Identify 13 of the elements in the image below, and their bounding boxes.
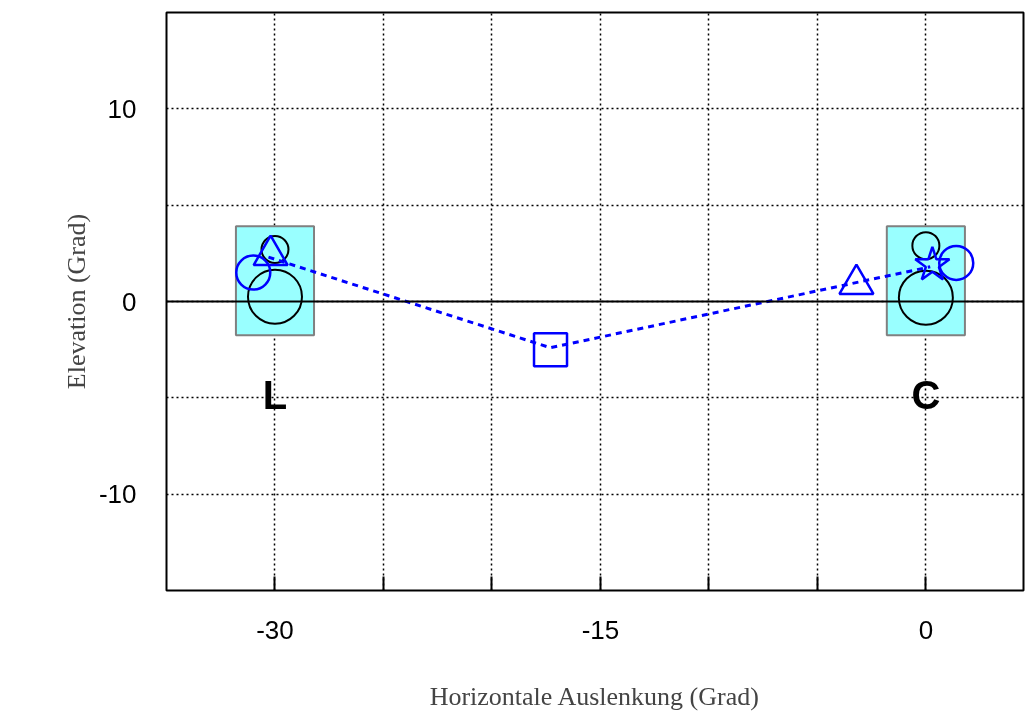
x-tick-label: 0 xyxy=(918,614,934,645)
point xyxy=(532,331,569,368)
y-tick-label: 10 xyxy=(107,93,137,124)
x-tick-label: -30 xyxy=(256,614,294,645)
x-tick-label: -15 xyxy=(581,614,620,645)
annotation: L xyxy=(262,373,288,418)
y-axis-title: Elevation (Grad) xyxy=(61,213,91,390)
y-tick-label: -10 xyxy=(98,479,137,510)
annotation: C xyxy=(911,373,941,418)
x-axis-title: Horizontale Auslenkung (Grad) xyxy=(429,681,759,711)
y-tick-label: 0 xyxy=(122,286,137,317)
point xyxy=(235,254,272,291)
point xyxy=(937,244,975,282)
